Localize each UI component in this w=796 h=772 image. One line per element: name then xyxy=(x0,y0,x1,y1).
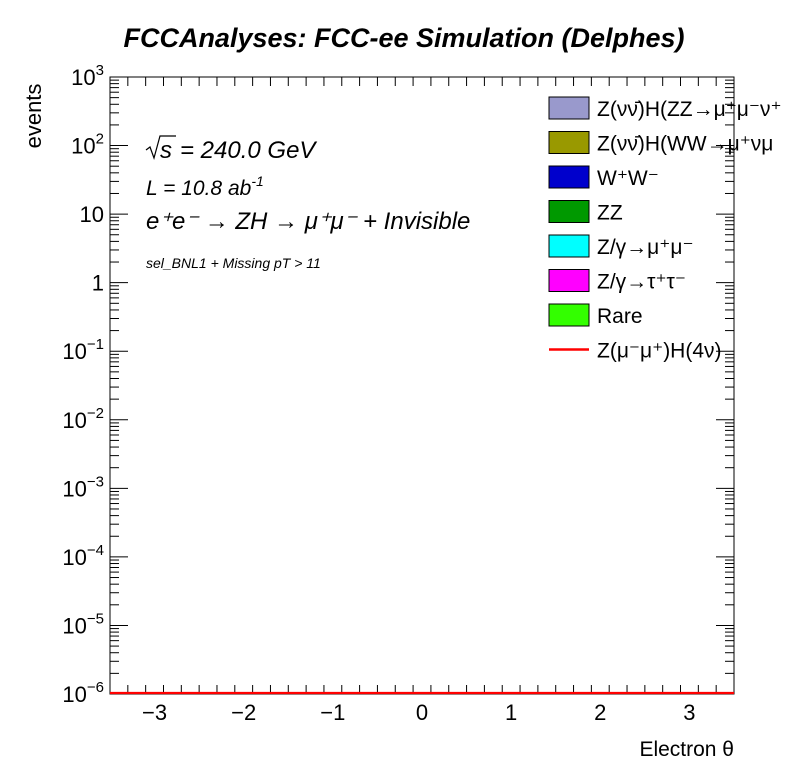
legend-label: Z/γ→μ⁺μ⁻ xyxy=(597,236,694,259)
selection-label: sel_BNL1 + Missing pT > 11 xyxy=(146,255,321,271)
process-label: e⁺e⁻ → ZH → μ⁺μ⁻ + Invisible xyxy=(146,208,470,235)
y-tick-label: 102 xyxy=(71,131,104,159)
x-tick-label: 1 xyxy=(505,700,517,725)
legend-label: Z/γ→τ⁺τ⁻ xyxy=(597,271,686,294)
y-tick-label: 10−3 xyxy=(62,473,104,501)
sqrt-s-label: s = 240.0 GeV xyxy=(145,135,317,164)
x-tick-label: −1 xyxy=(320,700,345,725)
legend-swatch xyxy=(548,96,590,120)
x-tick-label: −2 xyxy=(231,700,256,725)
y-tick-label: 10−4 xyxy=(62,542,104,570)
y-tick-label: 103 xyxy=(71,62,104,90)
annotations: s = 240.0 GeV L = 10.8 ab-1 e⁺e⁻ → ZH → … xyxy=(145,135,470,271)
y-tick-label: 1 xyxy=(92,271,104,296)
sqrt-s-var: s xyxy=(160,137,172,164)
legend-swatch xyxy=(548,234,590,258)
legend: Z(νν̄)H(ZZ→μ⁺μ⁻ν⁺ Z(νν̄)H(WW→μ⁺νμ W⁺W⁻ ZZ Z/… xyxy=(548,96,782,363)
legend-label: ZZ xyxy=(597,202,623,225)
legend-label: Z(νν̄)H(WW→μ⁺νμ xyxy=(597,133,773,156)
luminosity-label: L = 10.8 ab-1 xyxy=(146,173,264,200)
legend-label: Z(νν̄)H(ZZ→μ⁺μ⁻ν⁺ xyxy=(597,98,782,121)
y-tick-label: 10−1 xyxy=(62,336,104,364)
chart-title: FCCAnalyses: FCC-ee Simulation (Delphes) xyxy=(123,23,684,53)
legend-swatch xyxy=(548,131,590,154)
legend-swatch xyxy=(548,165,590,189)
legend-swatch xyxy=(548,303,590,327)
sqrt-symbol xyxy=(145,135,176,160)
legend-label: Rare xyxy=(597,305,643,328)
legend-label: Z(μ⁻μ⁺)H(4ν) xyxy=(597,340,722,363)
x-tick-label: 3 xyxy=(683,700,695,725)
y-tick-label: 10−6 xyxy=(62,679,104,707)
y-tick-label: 10−5 xyxy=(62,610,104,638)
x-axis: −3 −2 −1 0 1 2 3 xyxy=(109,77,735,725)
x-tick-label: 2 xyxy=(594,700,606,725)
x-tick-label: 0 xyxy=(416,700,428,725)
legend-label: W⁺W⁻ xyxy=(597,167,659,190)
y-axis-label: events xyxy=(21,84,46,149)
legend-swatch xyxy=(548,269,590,292)
x-axis-label: Electron θ xyxy=(639,738,734,761)
legend-swatch xyxy=(548,200,590,223)
y-tick-label: 10 xyxy=(80,202,104,227)
x-tick-label: −3 xyxy=(142,700,167,725)
y-tick-label: 10−2 xyxy=(62,405,104,433)
energy-label: = 240.0 GeV xyxy=(180,137,317,164)
